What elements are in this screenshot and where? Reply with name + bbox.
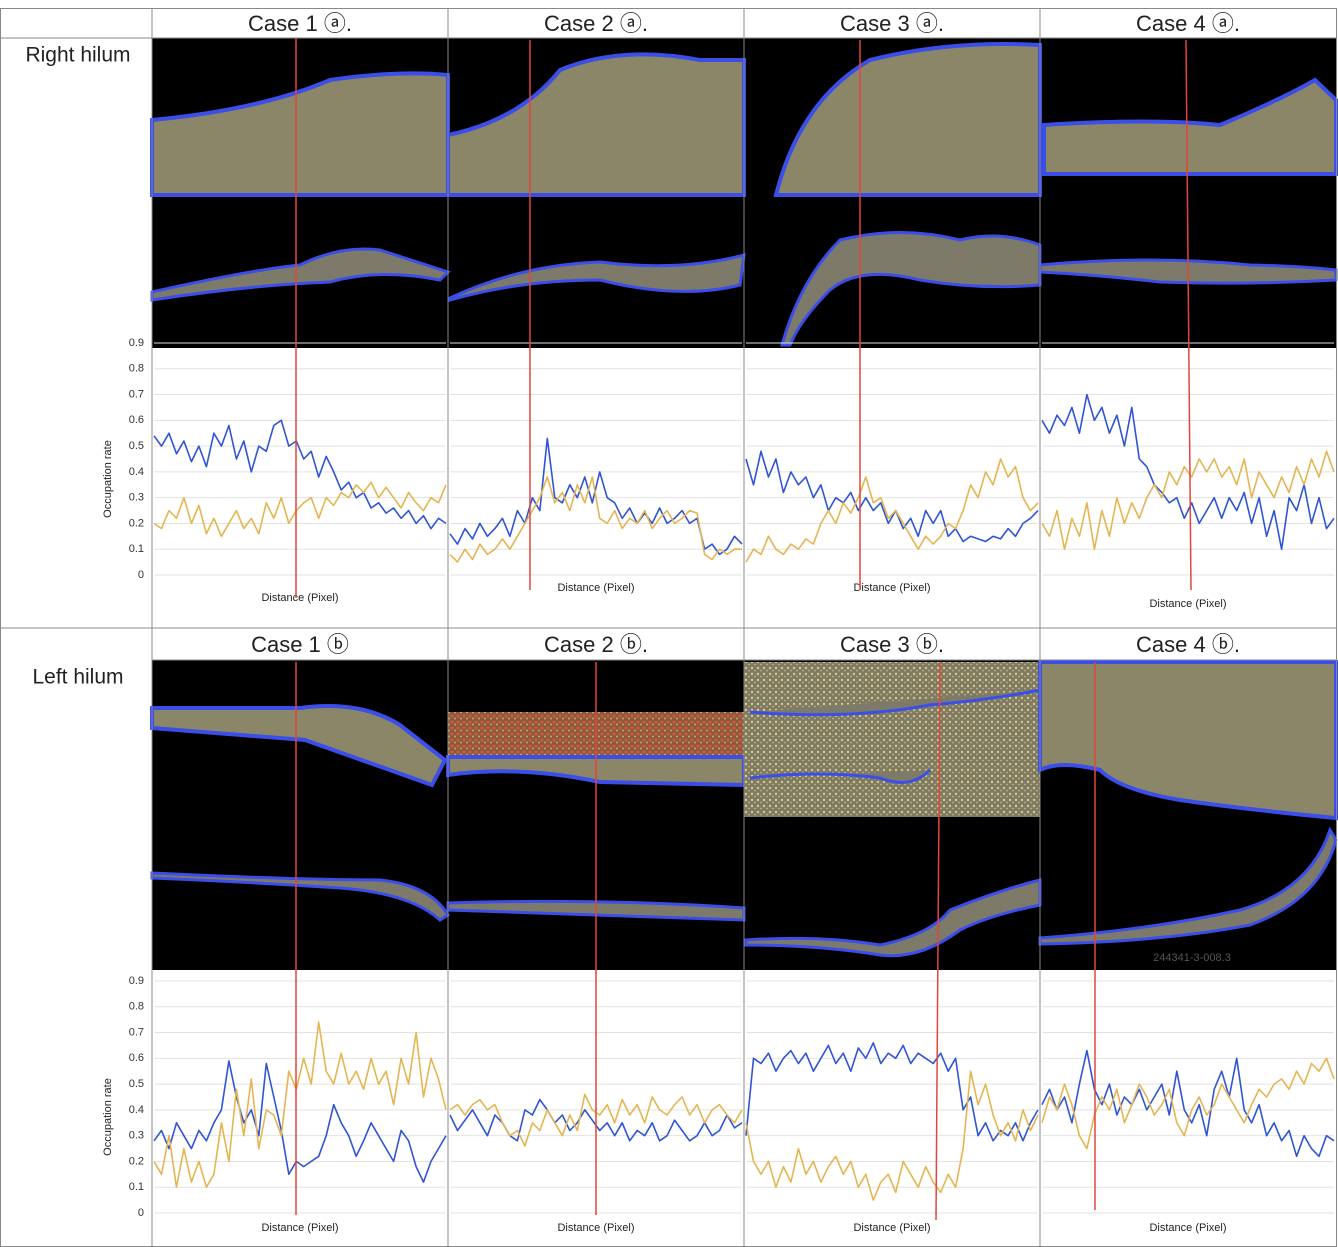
row-label: Left hilum [32,666,123,689]
tissue [1042,77,1338,176]
data-line [449,437,743,556]
tissue-strip [150,247,451,302]
data-line [1041,1057,1335,1150]
y-tick-label: 0 [138,569,144,581]
x-axis-label: Distance (Pixel) [557,1222,634,1234]
column-header: Case 3 ⓑ. [840,632,944,657]
y-tick-label: 0.4 [129,466,144,478]
data-line [153,481,447,538]
x-axis-label: Distance (Pixel) [557,582,634,594]
y-tick-label: 0.6 [129,1052,144,1064]
charts: 0 0.1 0.2 0.3 0.4 0.5 0.6 0.7 0.8 0.9 Occupation r… [102,337,1335,1234]
y-axis-label: Occupation rate [102,440,114,518]
data-line [745,1042,1039,1142]
x-axis-label: Distance (Pixel) [261,592,338,604]
data-line [745,450,1039,543]
y-tick-label: 0.2 [129,1155,144,1167]
y-tick-label: 0.6 [129,414,144,426]
data-line [1041,1049,1335,1158]
y-tick-label: 0.7 [129,1026,144,1038]
y-tick-label: 0.9 [129,337,144,349]
y-tick-label: 0.3 [129,1130,144,1142]
x-axis-label: Distance (Pixel) [1149,598,1226,610]
column-header: Case 1 ⓐ. [248,11,352,36]
y-tick-label: 0.5 [129,1078,144,1090]
tissue [150,704,448,788]
x-axis-label: Distance (Pixel) [1149,1222,1226,1234]
tissue-strip [150,871,451,922]
y-tick-label: 0.7 [129,388,144,400]
y-tick-label: 0.9 [129,975,144,987]
column-header: Case 4 ⓑ. [1136,632,1240,657]
tissue [1038,660,1338,821]
y-tick-label: 0 [138,1207,144,1219]
column-header: Case 4 ⓐ. [1136,11,1240,36]
y-tick-label: 0.8 [129,1001,144,1013]
x-axis-label: Distance (Pixel) [261,1222,338,1234]
y-tick-label: 0.4 [129,1104,144,1116]
row-label: Right hilum [25,44,130,67]
tissue-edge [749,688,1041,784]
x-axis-label: Distance (Pixel) [853,582,930,594]
data-line [1041,450,1335,550]
data-line [153,1021,447,1188]
y-tick-label: 0.1 [129,543,144,555]
data-line [153,1060,447,1183]
column-header: Case 1 ⓑ [251,632,349,657]
y-tick-label: 0.1 [129,1181,144,1193]
profile-lines [295,38,1192,1221]
column-header: Case 2 ⓐ. [544,11,648,36]
tissue [446,52,746,197]
profile-line [935,661,941,1221]
data-line [745,458,1039,563]
data-line [449,476,742,563]
y-axis-label: Occupation rate [102,1078,114,1156]
x-axis-label: Distance (Pixel) [853,1222,930,1234]
tissue-strip [448,252,746,302]
y-tick-label: 0.5 [129,440,144,452]
profile-line [1185,39,1192,591]
y-tick-label: 0.3 [129,492,144,504]
data-line [745,1070,1039,1201]
column-header: Case 2 ⓑ. [544,632,648,657]
y-tick-label: 0.2 [129,517,144,529]
y-tick-label: 0.8 [129,363,144,375]
data-line [153,419,447,530]
image-watermark: 244341-3-008.3 [1153,952,1231,964]
column-header: Case 3 ⓐ. [840,11,944,36]
data-line [1041,393,1335,550]
tissue [150,71,450,197]
tissue [744,662,1040,817]
tissue [773,42,1042,197]
